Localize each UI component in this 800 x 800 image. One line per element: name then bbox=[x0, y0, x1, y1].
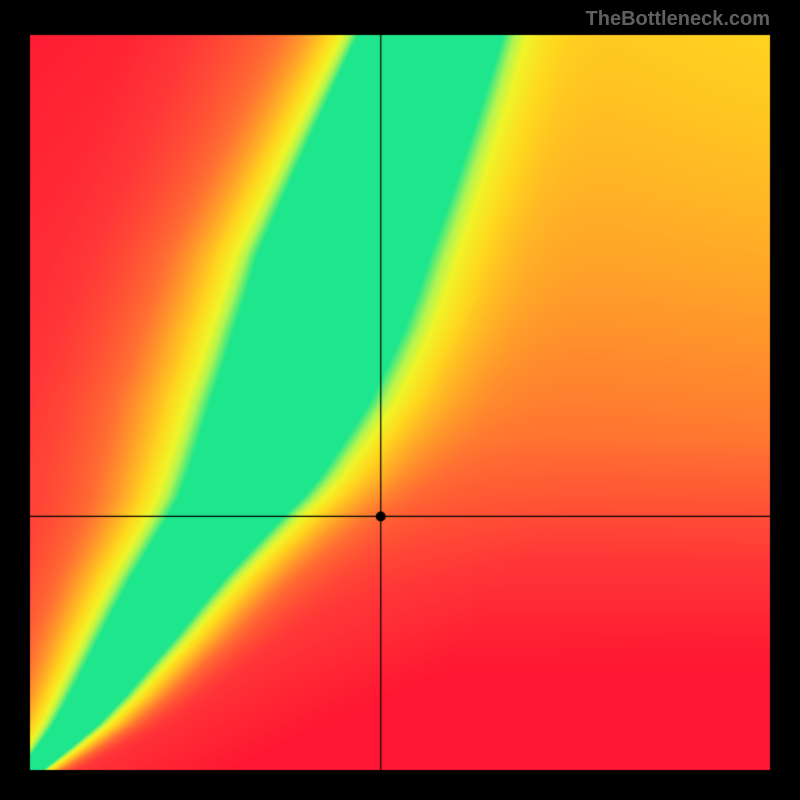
watermark-text: TheBottleneck.com bbox=[586, 8, 770, 31]
heatmap-canvas bbox=[0, 0, 800, 800]
chart-container: TheBottleneck.com bbox=[0, 0, 800, 800]
